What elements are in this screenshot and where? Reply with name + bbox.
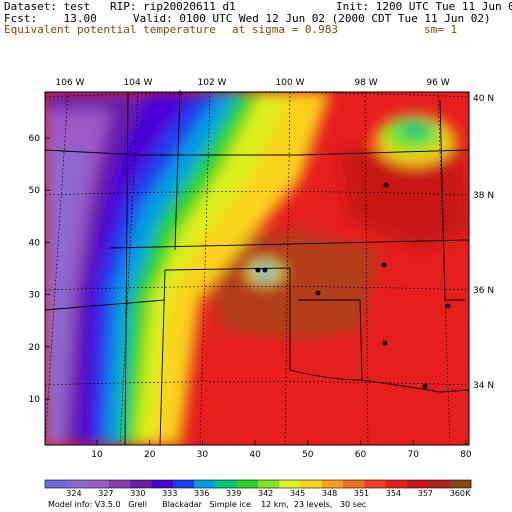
colorbar-swatch (236, 480, 259, 488)
colorbar-label: 348 (322, 489, 337, 498)
colorbar-swatch (172, 480, 195, 488)
colorbar-label: 339 (226, 489, 241, 498)
longitude-label: 104 W (124, 78, 153, 88)
x-axis-ticks: 10 20 30 40 50 60 70 80 (91, 440, 472, 460)
colorbar-labels: 324 327 330 333 336 339 342 345 348 351 354 357 360 K (66, 489, 471, 498)
colorbar-label: 324 (66, 489, 81, 498)
colorbar-label: 360 (450, 489, 465, 498)
longitude-label: 98 W (354, 78, 377, 88)
city-marker (382, 340, 388, 346)
colorbar-label: 327 (98, 489, 113, 498)
colorbar-label: 333 (162, 489, 177, 498)
city-marker (262, 267, 268, 273)
colorbar-label: 351 (354, 489, 369, 498)
colorbar-swatch (321, 480, 344, 488)
model-info-footer: Model info: V3.5.0 Grell Blackadar Simpl… (48, 500, 367, 509)
colorbar-swatch (407, 480, 429, 488)
y-tick-label: 20 (29, 343, 41, 353)
state-boundaries (44, 89, 470, 446)
colorbar-swatch (343, 480, 365, 488)
colorbar-label: 354 (386, 489, 401, 498)
colorbar (44, 479, 472, 489)
colorbar-swatch (428, 480, 450, 488)
smoothing-label: sm= 1 (424, 23, 458, 36)
colorbar-label: 336 (194, 489, 209, 498)
longitude-labels: 106 W 104 W 102 W 100 W 98 W 96 W (56, 78, 450, 88)
colorbar-swatch (258, 480, 280, 488)
colorbar-swatch (194, 480, 216, 488)
y-tick-label: 10 (29, 395, 41, 405)
colorbar-label: 357 (418, 489, 433, 498)
x-tick-label: 60 (355, 450, 367, 460)
colorbar-swatch (45, 480, 67, 488)
latitude-label: 34 N (473, 381, 494, 391)
colorbar-swatch (300, 480, 323, 488)
latitude-label: 38 N (473, 191, 494, 201)
init-time-label: Init: 1200 UTC Tue 11 Jun 02 (336, 0, 512, 13)
valid-time-label: Valid: 0100 UTC Wed 12 Jun 02 (2000 CDT … (133, 12, 491, 25)
colorbar-label: 342 (258, 489, 273, 498)
x-tick-label: 10 (91, 450, 103, 460)
colorbar-swatch (151, 480, 174, 488)
y-axis-ticks: 10 20 30 40 50 60 (29, 134, 50, 405)
x-tick-label: 40 (249, 450, 261, 460)
longitude-label: 96 W (426, 78, 449, 88)
colorbar-swatch (66, 480, 88, 488)
y-tick-label: 60 (29, 134, 41, 144)
city-marker (381, 262, 387, 268)
longitude-label: 102 W (198, 78, 227, 88)
city-marker (445, 303, 451, 309)
x-tick-label: 30 (197, 450, 209, 460)
colorbar-swatch (385, 480, 408, 488)
colorbar-unit: K (465, 489, 471, 498)
x-tick-label: 80 (460, 450, 472, 460)
colorbar-swatch (279, 480, 301, 488)
x-tick-label: 70 (407, 450, 419, 460)
colorbar-swatch (364, 480, 387, 488)
colorbar-swatch (130, 480, 152, 488)
y-tick-label: 40 (29, 238, 41, 248)
latitude-label: 40 N (473, 94, 494, 104)
longitude-label: 106 W (56, 78, 85, 88)
city-marker (315, 290, 321, 296)
city-marker (255, 267, 261, 273)
field-name-label: Equivalent potential temperature (4, 23, 216, 36)
dataset-label: Dataset: test RIP: rip20020611 d1 (4, 0, 236, 13)
x-tick-label: 20 (144, 450, 156, 460)
colorbar-swatch (87, 480, 110, 488)
colorbar-swatch (449, 480, 472, 488)
y-tick-label: 50 (29, 186, 41, 196)
city-marker (422, 383, 428, 389)
y-tick-label: 30 (29, 291, 41, 301)
forecast-hour-label: Fcst: 13.00 (4, 12, 97, 25)
colorbar-label: 330 (130, 489, 145, 498)
longitude-label: 100 W (276, 78, 305, 88)
latitude-labels: 40 N 38 N 36 N 34 N (473, 94, 494, 391)
latitude-label: 36 N (473, 286, 494, 296)
x-tick-label: 50 (302, 450, 314, 460)
colorbar-swatch (215, 480, 237, 488)
city-marker (383, 182, 389, 188)
level-label: at sigma = 0.983 (232, 23, 338, 36)
plot-frame (44, 91, 470, 446)
colorbar-label: 345 (290, 489, 305, 498)
colorbar-swatch (108, 480, 131, 488)
city-markers (255, 182, 451, 389)
